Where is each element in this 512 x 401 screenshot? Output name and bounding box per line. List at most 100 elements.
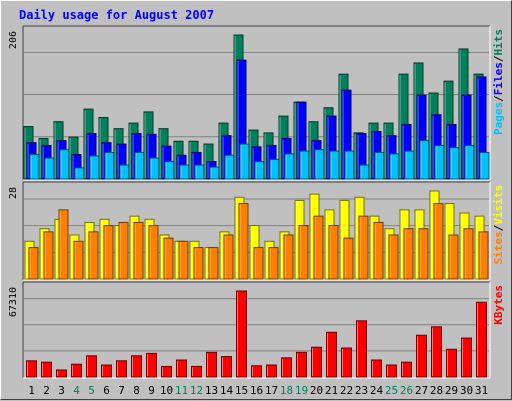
panel-3-background bbox=[23, 282, 490, 378]
legend-separator: / bbox=[492, 224, 505, 231]
kbytes-bar bbox=[446, 348, 457, 378]
kbytes-bar bbox=[131, 355, 142, 378]
day-label-21: 21 bbox=[325, 384, 338, 397]
kbytes-bar bbox=[236, 290, 247, 378]
kbytes-bar bbox=[146, 352, 157, 378]
sites-bar bbox=[118, 221, 129, 280]
day-label-24: 24 bbox=[370, 384, 384, 397]
legend-visits: Visits bbox=[492, 185, 505, 225]
sites-bar bbox=[478, 231, 489, 280]
kbytes-bar bbox=[26, 360, 37, 378]
day-label-25: 25 bbox=[385, 384, 398, 397]
sites-bar bbox=[238, 203, 249, 280]
panel-1-legend: Pages/Files/Hits bbox=[492, 29, 505, 135]
day-label-22: 22 bbox=[340, 384, 353, 397]
day-label-17: 17 bbox=[265, 384, 278, 397]
kbytes-bar bbox=[161, 365, 172, 378]
kbytes-bar bbox=[296, 351, 307, 378]
sites-bar bbox=[193, 247, 204, 280]
sites-bar bbox=[313, 215, 324, 280]
day-label-16: 16 bbox=[250, 384, 263, 397]
sites-bar bbox=[133, 221, 144, 280]
sites-bar bbox=[28, 247, 39, 280]
day-label-12: 12 bbox=[190, 384, 203, 397]
sites-bar bbox=[358, 215, 369, 280]
kbytes-bar bbox=[356, 320, 367, 378]
kbytes-bar bbox=[401, 361, 412, 378]
kbytes-bar bbox=[176, 359, 187, 378]
kbytes-bar bbox=[71, 363, 82, 378]
kbytes-bar bbox=[191, 365, 202, 378]
legend-separator: / bbox=[492, 55, 505, 62]
sites-bar bbox=[373, 221, 384, 280]
day-label-11: 11 bbox=[175, 384, 188, 397]
day-label-5: 5 bbox=[88, 384, 95, 397]
sites-bar bbox=[388, 234, 399, 280]
day-label-8: 8 bbox=[133, 384, 140, 397]
kbytes-bar bbox=[86, 355, 97, 378]
sites-bar bbox=[448, 234, 459, 280]
sites-bar bbox=[328, 225, 339, 280]
day-label-6: 6 bbox=[103, 384, 110, 397]
sites-bar bbox=[163, 237, 174, 280]
panel-1-max-label: 206 bbox=[8, 31, 19, 49]
kbytes-bar bbox=[416, 334, 427, 378]
sites-bar bbox=[43, 231, 54, 280]
day-label-28: 28 bbox=[430, 384, 443, 397]
kbytes-bar bbox=[461, 337, 472, 378]
panel-2-legend: Sites/Visits bbox=[492, 185, 505, 265]
kbytes-bar bbox=[386, 364, 397, 378]
day-label-3: 3 bbox=[58, 384, 65, 397]
sites-bar bbox=[253, 247, 264, 280]
kbytes-bar bbox=[266, 364, 277, 378]
kbytes-bar bbox=[431, 326, 442, 378]
day-label-18: 18 bbox=[280, 384, 293, 397]
day-label-9: 9 bbox=[148, 384, 155, 397]
sites-bar bbox=[433, 203, 444, 280]
day-label-20: 20 bbox=[310, 384, 323, 397]
kbytes-bar bbox=[116, 360, 127, 378]
day-label-14: 14 bbox=[220, 384, 234, 397]
sites-bar bbox=[148, 225, 159, 280]
sites-bar bbox=[88, 231, 99, 280]
kbytes-bar bbox=[251, 365, 262, 378]
kbytes-bar bbox=[311, 346, 322, 378]
kbytes-bar bbox=[41, 361, 52, 378]
day-label-7: 7 bbox=[118, 384, 125, 397]
legend-pages: Pages bbox=[492, 102, 505, 135]
legend-sites: Sites bbox=[492, 231, 505, 264]
day-label-23: 23 bbox=[355, 384, 368, 397]
day-label-4: 4 bbox=[73, 384, 80, 397]
day-label-13: 13 bbox=[205, 384, 218, 397]
legend-kbytes: KBytes bbox=[492, 285, 505, 325]
sites-bar bbox=[73, 240, 84, 280]
sites-bar bbox=[298, 225, 309, 280]
kbytes-bar bbox=[101, 364, 112, 378]
day-label-1: 1 bbox=[28, 384, 35, 397]
sites-bar bbox=[343, 237, 354, 280]
kbytes-bar bbox=[371, 359, 382, 378]
kbytes-bar bbox=[221, 356, 232, 378]
kbytes-bar bbox=[476, 301, 487, 378]
sites-bar bbox=[403, 228, 414, 280]
sites-bar bbox=[208, 247, 219, 280]
day-label-26: 26 bbox=[400, 384, 413, 397]
day-label-10: 10 bbox=[160, 384, 173, 397]
day-label-29: 29 bbox=[445, 384, 458, 397]
day-label-2: 2 bbox=[43, 384, 50, 397]
panel-2-max-label: 28 bbox=[8, 187, 19, 199]
day-label-15: 15 bbox=[235, 384, 248, 397]
sites-bar bbox=[223, 234, 234, 280]
sites-bar bbox=[103, 225, 114, 280]
sites-bar bbox=[268, 247, 279, 280]
day-label-19: 19 bbox=[295, 384, 308, 397]
sites-bar bbox=[178, 240, 189, 280]
kbytes-bar bbox=[56, 369, 67, 378]
legend-hits: Hits bbox=[492, 29, 505, 56]
legend-separator: / bbox=[492, 95, 505, 102]
legend-files: Files bbox=[492, 62, 505, 95]
sites-bar bbox=[283, 234, 294, 280]
chart-title: Daily usage for August 2007 bbox=[19, 8, 214, 22]
